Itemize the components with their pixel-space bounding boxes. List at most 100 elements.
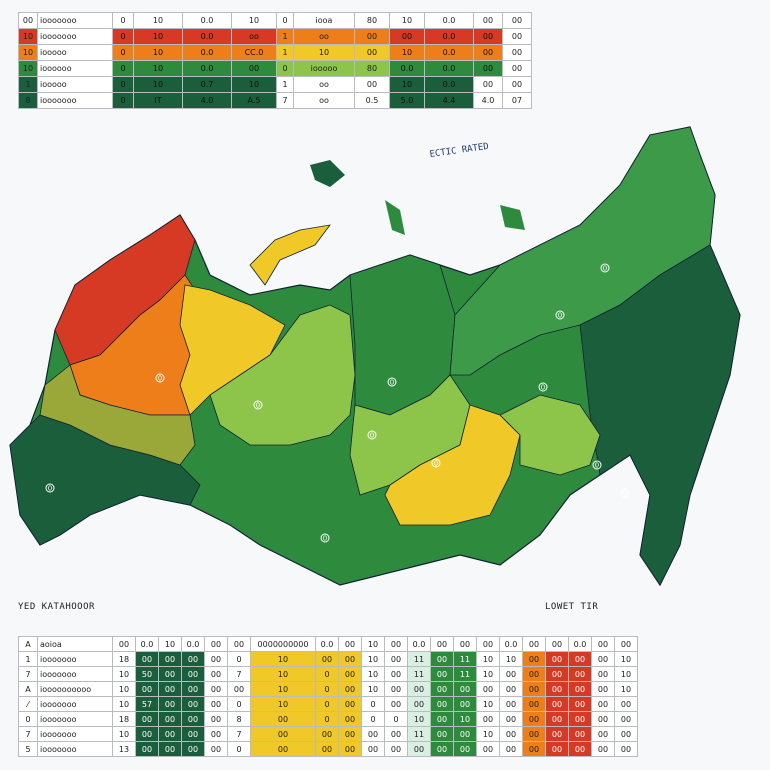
region-yellow-central <box>384 404 521 526</box>
table-cell: 00 <box>204 666 228 682</box>
table-cell: 00 <box>502 44 532 61</box>
table-cell: 00 <box>315 741 339 757</box>
table-cell: 00 <box>158 726 182 742</box>
table-cell: oo <box>293 76 355 93</box>
table-cell: 8 <box>18 92 38 109</box>
table-cell: 00 <box>476 636 500 652</box>
table-cell: 10 <box>361 666 385 682</box>
region-marker-label: 0 <box>390 379 394 387</box>
table-cell: 0.0 <box>424 76 474 93</box>
table-cell: 0.0 <box>315 636 339 652</box>
table-cell: 00 <box>250 741 316 757</box>
table-cell: 10 <box>389 12 425 29</box>
region-marker <box>620 488 630 498</box>
table-cell: 0.0 <box>424 28 474 45</box>
table-cell: 18 <box>112 711 136 727</box>
table-cell: iooooo <box>293 60 355 77</box>
table-cell: 00 <box>135 681 159 697</box>
table-cell: 5 <box>18 741 38 757</box>
table-cell: 10 <box>133 76 183 93</box>
table-cell: 00 <box>522 726 546 742</box>
table-cell: 10 <box>476 651 500 667</box>
table-cell: 18 <box>112 651 136 667</box>
table-row: 8 iooooooo 0 IT 4.0 A.5 7 oo 0.5 5.0 4.4 4.0 07 <box>18 92 532 109</box>
table-cell: iooooooo <box>37 28 113 45</box>
table-cell: 00 <box>227 636 251 652</box>
table-cell: 00 <box>354 44 390 61</box>
table-cell: 00 <box>473 12 503 29</box>
table-cell: 00 <box>568 681 592 697</box>
table-cell: 00 <box>158 651 182 667</box>
table-cell: 00 <box>338 681 362 697</box>
table-cell: 0.0 <box>424 12 474 29</box>
table-cell: 10 <box>499 651 523 667</box>
table-cell: 00 <box>591 651 615 667</box>
table-cell: 1 <box>276 76 294 93</box>
table-cell: ioooooooooo <box>37 681 113 697</box>
table-cell: 00 <box>384 726 408 742</box>
table-cell: 0 <box>18 711 38 727</box>
table-cell: 00 <box>591 711 615 727</box>
table-cell: 4.0 <box>473 92 503 109</box>
table-cell: 00 <box>545 726 569 742</box>
region-markers: 0 0 0 0 0 0 0 0 0 0 0 0 <box>45 263 630 543</box>
table-cell: 0000000000 <box>250 636 316 652</box>
table-cell: 7 <box>18 726 38 742</box>
table-cell: 00 <box>204 726 228 742</box>
table-cell: 00 <box>568 666 592 682</box>
table-cell: 00 <box>473 76 503 93</box>
region-marker-label: 0 <box>256 402 260 410</box>
table-cell: iooooooo <box>37 696 113 712</box>
table-cell: 50 <box>135 666 159 682</box>
table-cell: 1 <box>18 651 38 667</box>
table-cell: oo <box>231 28 277 45</box>
table-cell: 0 <box>361 711 385 727</box>
table-cell: 00 <box>591 696 615 712</box>
table-cell: 0 <box>227 651 251 667</box>
table-cell: 0.0 <box>424 44 474 61</box>
table-cell: 00 <box>499 696 523 712</box>
table-cell: 1 <box>276 44 294 61</box>
table-cell: 10 <box>476 726 500 742</box>
table-cell: 00 <box>430 636 454 652</box>
region-marker-label: 0 <box>603 265 607 273</box>
table-cell: 00 <box>430 711 454 727</box>
table-cell: 10 <box>389 76 425 93</box>
table-cell: 10 <box>133 12 183 29</box>
table-cell: 10 <box>614 681 638 697</box>
table-cell: 00 <box>204 711 228 727</box>
table-cell: 00 <box>204 696 228 712</box>
table-cell: 1 <box>18 76 38 93</box>
table-cell: A <box>18 636 38 652</box>
table-cell: 00 <box>384 741 408 757</box>
region-marker <box>253 400 263 410</box>
table-cell: 00 <box>453 696 477 712</box>
table-cell: 00 <box>135 651 159 667</box>
table-cell: 10 <box>112 681 136 697</box>
table-cell: 00 <box>430 651 454 667</box>
table-cell: 10 <box>18 60 38 77</box>
table-cell: 0.0 <box>135 636 159 652</box>
table-cell: 10 <box>453 711 477 727</box>
table-cell: 00 <box>476 741 500 757</box>
table-cell: 00 <box>502 28 532 45</box>
table-cell: 00 <box>545 666 569 682</box>
table-cell: 00 <box>453 726 477 742</box>
table-cell: 00 <box>568 726 592 742</box>
table-cell: 0.0 <box>182 28 232 45</box>
table-cell: 0 <box>315 696 339 712</box>
table-cell: 0.0 <box>424 60 474 77</box>
table-cell: 7 <box>276 92 294 109</box>
table-cell: 00 <box>361 741 385 757</box>
region-marker <box>155 373 165 383</box>
table-cell: 00 <box>250 711 316 727</box>
table-cell: 10 <box>112 726 136 742</box>
table-cell: 0 <box>112 60 134 77</box>
table-cell: 11 <box>453 651 477 667</box>
table-cell: 00 <box>502 12 532 29</box>
table-cell: 00 <box>499 681 523 697</box>
table-cell: 00 <box>384 696 408 712</box>
table-cell: 11 <box>407 666 431 682</box>
table-cell: 00 <box>473 44 503 61</box>
